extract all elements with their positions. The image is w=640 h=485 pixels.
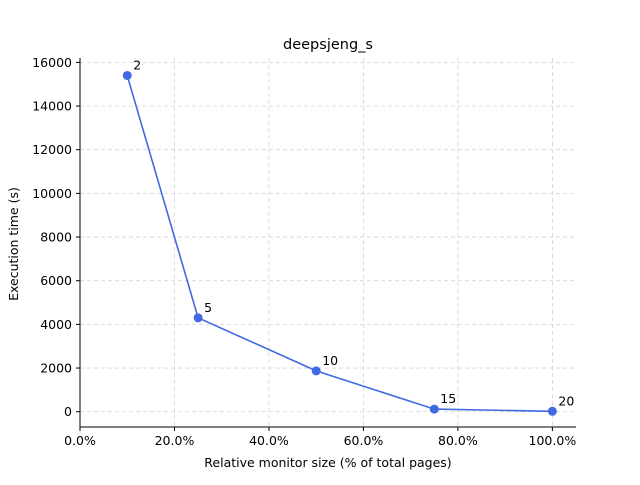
data-point-label: 5 <box>204 300 212 315</box>
data-point <box>311 366 321 376</box>
y-tick-label: 2000 <box>40 361 72 376</box>
series-line <box>126 75 553 413</box>
axes <box>79 58 576 428</box>
x-tick-label: 40.0% <box>249 433 289 448</box>
series: 2 5 10 15 20 <box>122 57 574 416</box>
data-point <box>429 404 439 414</box>
grid <box>79 58 576 427</box>
x-ticks: 0.0% 20.0% 40.0% 60.0% 80.0% 100.0% <box>64 427 576 448</box>
x-tick-label: 80.0% <box>438 433 478 448</box>
y-axis-label: Execution time (s) <box>6 187 21 301</box>
y-tick-label: 8000 <box>40 230 72 245</box>
data-point-label: 20 <box>558 393 574 408</box>
data-point-label: 2 <box>133 57 141 72</box>
chart-title: deepsjeng_s <box>283 37 373 53</box>
y-tick-label: 14000 <box>32 99 72 114</box>
x-tick-label: 0.0% <box>64 433 96 448</box>
x-axis-label: Relative monitor size (% of total pages) <box>204 455 451 470</box>
data-point <box>122 70 132 80</box>
data-point <box>547 406 557 416</box>
y-tick-label: 0 <box>64 404 72 419</box>
x-tick-label: 60.0% <box>344 433 384 448</box>
y-tick-label: 16000 <box>32 55 72 70</box>
y-tick-label: 10000 <box>32 186 72 201</box>
x-tick-label: 100.0% <box>529 433 577 448</box>
data-point-label: 15 <box>440 391 456 406</box>
x-tick-label: 20.0% <box>155 433 195 448</box>
y-tick-label: 4000 <box>40 317 72 332</box>
data-point <box>193 313 203 323</box>
data-point-label: 10 <box>322 353 338 368</box>
y-tick-label: 12000 <box>32 142 72 157</box>
y-ticks: 0 2000 4000 6000 8000 10000 12000 14000 16000 <box>32 55 80 419</box>
y-tick-label: 6000 <box>40 273 72 288</box>
